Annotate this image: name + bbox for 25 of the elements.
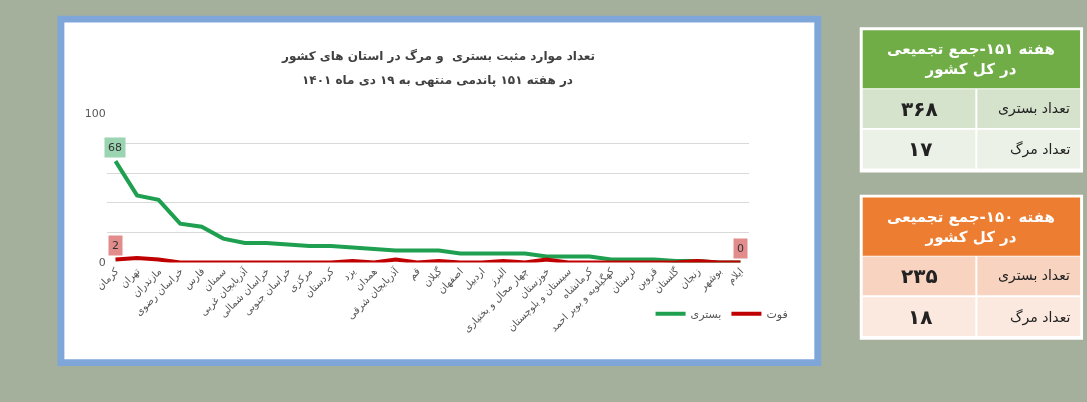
x-tick-label: قم (406, 265, 424, 283)
data-label: 2 (112, 239, 119, 252)
category-label: تعداد مرگ (1010, 308, 1071, 326)
text: ۳۶۸ (901, 97, 938, 121)
chart-title: تعداد موارد مثبت بستری و مرگ در استان های کشور (281, 48, 596, 64)
x-tick-label: یزد (340, 265, 358, 283)
category-label: تعداد بستری (998, 267, 1070, 284)
data-label: 68 (108, 141, 122, 154)
data-label: 0 (737, 242, 744, 255)
legend-label: بستری (690, 308, 722, 322)
x-tick-label: فارس (181, 265, 207, 291)
x-tick-label: ایلام (725, 265, 746, 286)
category-label: تعداد مرگ (1010, 140, 1071, 158)
category-label: تعداد بستری (998, 100, 1070, 117)
text: هفته ۱۵۰-جمع تجمیعی در کل کشور (887, 208, 1055, 246)
text: ۲۳۵ (901, 264, 938, 288)
chart-subtitle: در هفته ۱۵۱ پاندمی منتهی به ۱۹ دی ماه ۱۴۰۱ (302, 73, 574, 87)
x-tick-label: البرز (486, 265, 509, 288)
y-tick-label: 100 (84, 107, 106, 121)
text: ۱۷ (908, 137, 933, 161)
text: ۱۸ (908, 305, 933, 329)
x-tick-label: کرمان (94, 265, 121, 292)
legend-label: فوت (766, 308, 788, 322)
x-tick-label: زنجان (677, 265, 703, 291)
text: هفته ۱۵۱-جمع تجمیعی در کل کشور (887, 40, 1055, 78)
